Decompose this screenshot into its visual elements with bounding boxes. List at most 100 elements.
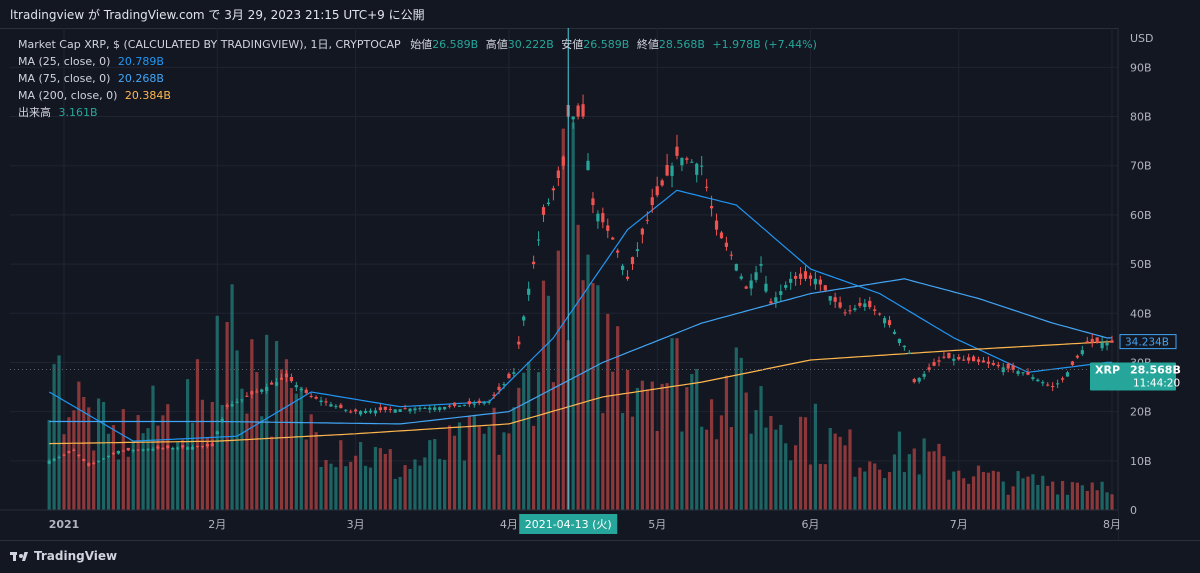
volume-bar: [873, 463, 877, 510]
candle: [294, 381, 298, 392]
candle-body: [887, 320, 892, 326]
volume-bar: [546, 295, 551, 510]
candlestick-chart[interactable]: USD010B20B30B40B50B60B70B80B90B34.234BXR…: [0, 28, 1200, 540]
volume-bar: [482, 433, 486, 510]
volume-bar: [1056, 494, 1060, 510]
candle: [354, 408, 358, 414]
candle-body: [714, 220, 719, 230]
volume-bar: [843, 445, 847, 510]
volume-bar: [695, 368, 699, 510]
volume-bar: [754, 410, 758, 510]
candle: [625, 270, 630, 281]
volume-bar: [887, 472, 892, 510]
candle-body: [363, 410, 368, 413]
volume-bar: [200, 399, 205, 510]
candle-body: [433, 407, 437, 410]
time-axis: 2021 2月 3月 4月 5月 6月 7月 8月 2021-04-13 (火): [0, 509, 1121, 540]
volume-bar: [72, 410, 76, 510]
last-price-time: 11:44:20: [1133, 377, 1180, 389]
candle: [858, 297, 862, 309]
candle: [606, 218, 610, 239]
candle-body: [680, 157, 684, 166]
candle-body: [789, 278, 793, 283]
volume-bar: [185, 379, 190, 510]
candle-body: [87, 463, 91, 466]
volume-bar: [784, 443, 788, 510]
volume-bar: [971, 476, 976, 510]
candle-body: [868, 300, 872, 308]
volume-bar: [388, 449, 392, 510]
candle-body: [833, 297, 837, 302]
candle-body: [645, 219, 649, 221]
candle: [344, 409, 348, 413]
candle-body: [171, 447, 175, 450]
volume-bar: [1100, 481, 1104, 510]
legend-ma200: MA (200, close, 0) 20.384B: [18, 87, 817, 104]
candle-body: [101, 458, 106, 460]
volume-bar: [957, 470, 961, 510]
candle-body: [1026, 372, 1030, 375]
candle-body: [245, 395, 249, 397]
volume-bar: [215, 315, 219, 510]
candle: [1021, 372, 1025, 376]
candle-body: [828, 296, 832, 301]
candle-body: [92, 462, 96, 464]
candle-body: [813, 278, 818, 285]
volume-bar: [294, 393, 298, 510]
candle-body: [1046, 384, 1050, 386]
candle: [922, 371, 926, 380]
volume-bar: [942, 456, 946, 510]
candle: [1110, 335, 1114, 343]
candle-body: [62, 454, 66, 456]
candle-body: [640, 228, 644, 235]
candle: [611, 236, 615, 240]
candle: [72, 448, 76, 452]
candle: [986, 356, 991, 369]
candle: [185, 446, 190, 451]
candle: [853, 304, 857, 312]
candle-body: [551, 188, 556, 191]
volume-bar: [912, 448, 916, 510]
candle: [92, 461, 96, 465]
tradingview-brand[interactable]: TradingView: [10, 549, 117, 563]
volume-bar: [902, 472, 906, 510]
volume-bar: [96, 398, 101, 510]
last-price-symbol: XRP: [1095, 363, 1120, 376]
candle: [225, 403, 229, 410]
volume-bar: [853, 476, 857, 510]
candle: [744, 285, 748, 290]
candle: [136, 449, 140, 451]
candle-body: [67, 451, 71, 453]
volume-bar: [606, 313, 610, 510]
candle: [304, 387, 308, 395]
ma200-value: 20.384B: [124, 89, 171, 102]
volume-bar: [522, 372, 526, 510]
candle-body: [823, 285, 827, 291]
candle: [462, 404, 467, 407]
volume-bar: [1026, 476, 1030, 510]
candle-body: [156, 446, 160, 449]
ma75-line: [49, 278, 1112, 425]
candle: [942, 351, 946, 360]
ma-value-label: 34.234B: [1125, 337, 1169, 349]
candle-body: [482, 402, 486, 404]
candle-body: [907, 352, 911, 354]
candle-body: [670, 165, 674, 176]
candle: [438, 406, 442, 413]
candle-body: [611, 237, 615, 240]
candle-body: [393, 409, 397, 413]
candle: [195, 445, 200, 448]
volume-bar: [289, 388, 294, 510]
volume-bar: [87, 407, 91, 510]
candle: [393, 408, 397, 413]
candle-body: [808, 275, 813, 279]
candle-body: [462, 404, 467, 406]
volume-bar: [719, 415, 724, 510]
candle: [838, 296, 842, 309]
candle: [724, 236, 729, 251]
volume-bar: [838, 436, 842, 510]
candle: [764, 275, 768, 294]
volume-bar: [848, 429, 852, 510]
volume-bar: [492, 407, 496, 510]
candle: [329, 401, 333, 407]
